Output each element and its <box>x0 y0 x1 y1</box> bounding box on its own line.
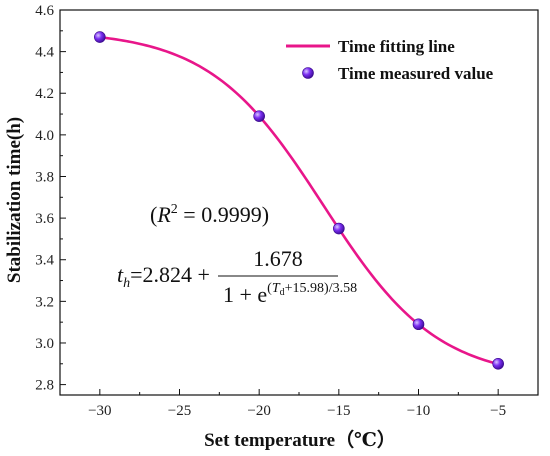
r2-exponent: 2 <box>171 202 178 217</box>
legend-label-measured: Time measured value <box>338 64 494 83</box>
equation-lhs-sub: h <box>123 276 130 291</box>
x-tick-label: −5 <box>490 403 506 419</box>
y-tick-label: 3.8 <box>35 169 54 185</box>
equation-numerator: 1.678 <box>253 246 303 271</box>
y-tick-label: 4.6 <box>35 3 54 19</box>
y-tick-label: 4.0 <box>35 128 54 144</box>
equation-denominator-base: 1 + e <box>223 282 267 307</box>
y-axis-title: Stabilization time(h) <box>4 117 25 283</box>
y-tick-label: 2.8 <box>35 378 54 394</box>
equation-lhs: th=2.824 + <box>117 262 210 291</box>
equation-denominator: 1 + e(Td+15.98)/3.58 <box>223 281 357 307</box>
fit-line <box>99 35 499 366</box>
measured-point <box>412 318 425 331</box>
x-tick-label: −30 <box>88 403 111 419</box>
x-tick-label: −10 <box>407 403 430 419</box>
fit-equation: th=2.824 + 1.678 1 + e(Td+15.98)/3.58 <box>117 246 357 307</box>
y-tick-label: 3.2 <box>35 294 54 310</box>
measured-point <box>253 110 265 122</box>
measured-point <box>492 357 504 370</box>
y-tick-label: 3.6 <box>35 211 54 227</box>
measured-point <box>333 222 345 235</box>
x-tick-label: −25 <box>168 403 191 419</box>
y-tick-label: 3.0 <box>35 336 54 352</box>
equation-constant: =2.824 + <box>130 262 210 287</box>
legend: Time fitting line Time measured value <box>286 37 494 83</box>
equation-lhs-var: t <box>117 262 124 287</box>
y-tick-label: 4.2 <box>35 86 54 102</box>
chart-marks <box>94 31 504 370</box>
equation-exponent-sub: d <box>280 287 285 298</box>
equation-exponent-var: T <box>272 281 281 296</box>
r-squared-annotation: (R2 = 0.9999) <box>150 202 269 227</box>
x-axis-title: Set temperature（℃） <box>204 428 396 451</box>
equation-exponent-open: ( <box>267 281 272 296</box>
legend-label-fit: Time fitting line <box>338 37 455 56</box>
y-tick-label: 4.4 <box>35 45 54 61</box>
measured-point <box>94 31 106 43</box>
x-tick-label: −20 <box>247 403 270 419</box>
axis-ticks: −30 −25 −20 −15 −10 −5 2.8 3.0 3.2 3.4 3.6 3.8 4.0 4.… <box>35 3 506 419</box>
r2-symbol: R <box>156 202 171 227</box>
y-tick-label: 3.4 <box>35 253 54 269</box>
x-tick-label: −15 <box>327 403 350 419</box>
equation-exponent-rest: +15.98)/3.58 <box>285 281 357 296</box>
r2-value: = 0.9999) <box>178 202 269 227</box>
r2-prefix: ( <box>150 202 157 227</box>
legend-marker-swatch <box>302 67 314 79</box>
